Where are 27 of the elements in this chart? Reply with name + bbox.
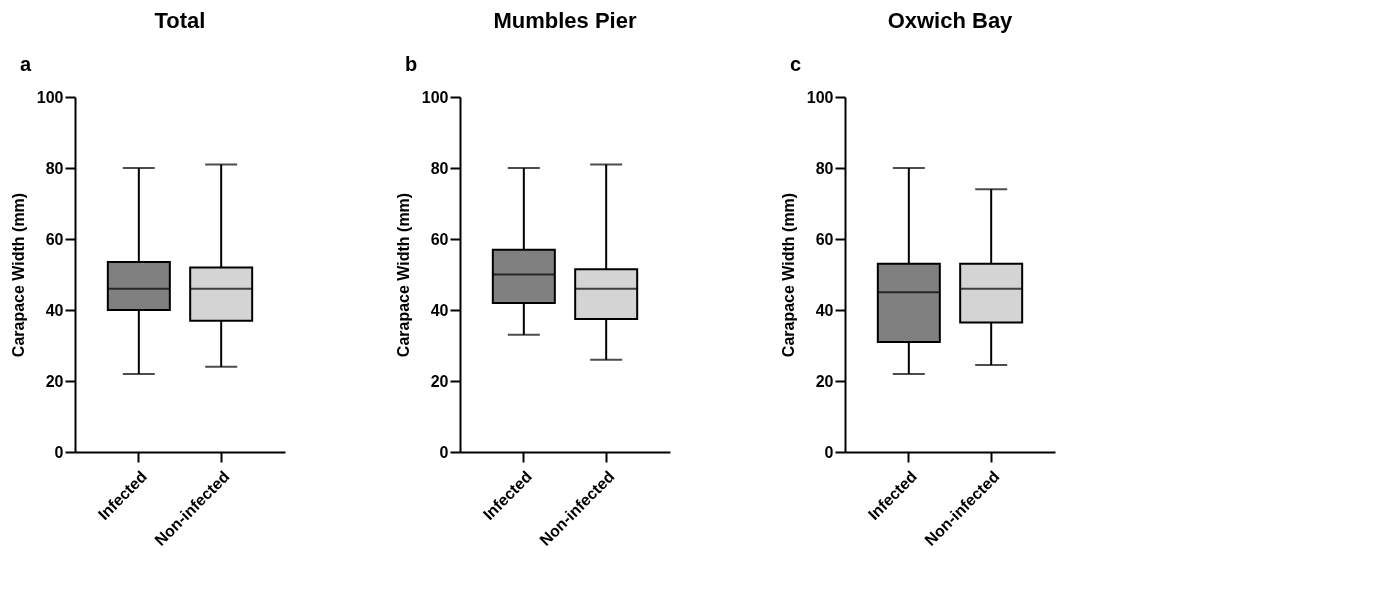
y-axis-title: Carapace Width (mm) bbox=[779, 192, 797, 358]
text: c bbox=[790, 53, 802, 75]
y-tick-label: 20 bbox=[815, 372, 834, 390]
y-tick-label: 40 bbox=[45, 301, 64, 319]
y-tick-label: 0 bbox=[54, 443, 64, 461]
y-tick-label: 40 bbox=[430, 301, 449, 319]
y-axis-title: Carapace Width (mm) bbox=[9, 192, 27, 358]
y-tick-label: 100 bbox=[36, 88, 64, 106]
chart-title: Oxwich Bay bbox=[887, 8, 1014, 33]
y-tick-label: 0 bbox=[824, 443, 834, 461]
chart-title: Mumbles Pier bbox=[493, 8, 637, 33]
y-tick-label: 60 bbox=[430, 230, 449, 248]
y-tick-label: 80 bbox=[430, 159, 449, 177]
y-tick-label: 0 bbox=[439, 443, 449, 461]
y-axis-title: Carapace Width (mm) bbox=[394, 192, 412, 358]
y-tick-label: 20 bbox=[45, 372, 64, 390]
y-tick-label: 100 bbox=[806, 88, 834, 106]
chart-title: Total bbox=[154, 8, 206, 33]
y-tick-label: 80 bbox=[45, 159, 64, 177]
y-tick-label: 20 bbox=[430, 372, 449, 390]
y-tick-label: 40 bbox=[815, 301, 834, 319]
text: b bbox=[405, 53, 418, 75]
y-tick-label: 60 bbox=[45, 230, 64, 248]
y-tick-label: 80 bbox=[815, 159, 834, 177]
y-tick-label: 60 bbox=[815, 230, 834, 248]
y-tick-label: 100 bbox=[421, 88, 449, 106]
text: a bbox=[20, 53, 32, 75]
